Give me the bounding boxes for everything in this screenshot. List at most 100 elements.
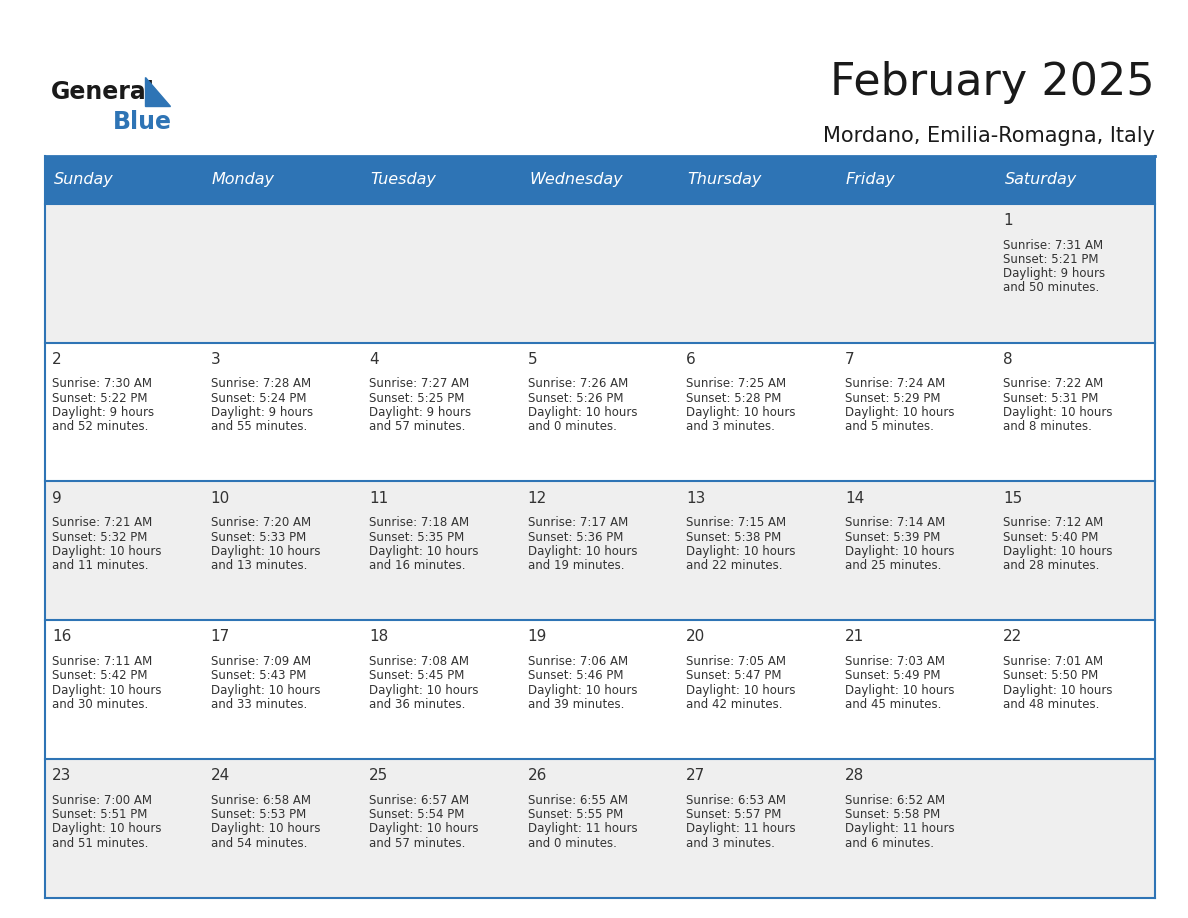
Text: and 0 minutes.: and 0 minutes. <box>527 420 617 433</box>
Text: Wednesday: Wednesday <box>529 173 623 187</box>
Text: and 0 minutes.: and 0 minutes. <box>527 836 617 849</box>
Text: Sunset: 5:22 PM: Sunset: 5:22 PM <box>52 392 147 405</box>
Text: Sunrise: 7:28 AM: Sunrise: 7:28 AM <box>210 377 311 390</box>
Text: 24: 24 <box>210 768 230 783</box>
Text: Daylight: 10 hours: Daylight: 10 hours <box>1004 684 1113 697</box>
Text: Daylight: 10 hours: Daylight: 10 hours <box>687 544 796 558</box>
FancyBboxPatch shape <box>203 156 362 204</box>
Text: Daylight: 11 hours: Daylight: 11 hours <box>527 823 638 835</box>
Text: Sunrise: 7:26 AM: Sunrise: 7:26 AM <box>527 377 628 390</box>
Text: and 48 minutes.: and 48 minutes. <box>1004 698 1100 711</box>
Text: Sunrise: 7:09 AM: Sunrise: 7:09 AM <box>210 655 311 668</box>
Text: Monday: Monday <box>211 173 274 187</box>
Text: and 13 minutes.: and 13 minutes. <box>210 559 308 572</box>
FancyBboxPatch shape <box>997 156 1155 204</box>
Text: Sunset: 5:32 PM: Sunset: 5:32 PM <box>52 531 147 543</box>
Text: General: General <box>51 80 154 104</box>
Text: Sunset: 5:46 PM: Sunset: 5:46 PM <box>527 669 624 682</box>
Text: 12: 12 <box>527 490 546 506</box>
Text: Sunset: 5:47 PM: Sunset: 5:47 PM <box>687 669 782 682</box>
Text: Sunrise: 7:27 AM: Sunrise: 7:27 AM <box>369 377 469 390</box>
Text: Daylight: 10 hours: Daylight: 10 hours <box>52 544 162 558</box>
FancyBboxPatch shape <box>680 156 838 204</box>
Text: February 2025: February 2025 <box>830 62 1155 104</box>
Text: Daylight: 10 hours: Daylight: 10 hours <box>52 684 162 697</box>
Text: Sunset: 5:54 PM: Sunset: 5:54 PM <box>369 808 465 821</box>
Text: 23: 23 <box>52 768 71 783</box>
Text: Daylight: 10 hours: Daylight: 10 hours <box>1004 544 1113 558</box>
Text: and 3 minutes.: and 3 minutes. <box>687 420 776 433</box>
Text: Sunrise: 7:11 AM: Sunrise: 7:11 AM <box>52 655 152 668</box>
Text: Sunset: 5:29 PM: Sunset: 5:29 PM <box>845 392 941 405</box>
Text: and 30 minutes.: and 30 minutes. <box>52 698 148 711</box>
Text: and 11 minutes.: and 11 minutes. <box>52 559 148 572</box>
Text: Sunrise: 7:00 AM: Sunrise: 7:00 AM <box>52 794 152 807</box>
Text: 14: 14 <box>845 490 864 506</box>
Text: and 52 minutes.: and 52 minutes. <box>52 420 148 433</box>
FancyBboxPatch shape <box>45 156 203 204</box>
Text: 25: 25 <box>369 768 388 783</box>
Text: Sunset: 5:53 PM: Sunset: 5:53 PM <box>210 808 307 821</box>
Text: and 57 minutes.: and 57 minutes. <box>369 836 466 849</box>
Text: Sunrise: 7:06 AM: Sunrise: 7:06 AM <box>527 655 628 668</box>
Text: Sunrise: 6:57 AM: Sunrise: 6:57 AM <box>369 794 469 807</box>
Text: Daylight: 10 hours: Daylight: 10 hours <box>210 684 321 697</box>
Text: Sunrise: 7:12 AM: Sunrise: 7:12 AM <box>1004 516 1104 530</box>
Text: Sunrise: 6:55 AM: Sunrise: 6:55 AM <box>527 794 627 807</box>
Text: and 39 minutes.: and 39 minutes. <box>527 698 624 711</box>
Text: Sunset: 5:57 PM: Sunset: 5:57 PM <box>687 808 782 821</box>
Text: Sunrise: 6:52 AM: Sunrise: 6:52 AM <box>845 794 944 807</box>
Text: and 54 minutes.: and 54 minutes. <box>210 836 308 849</box>
Text: and 16 minutes.: and 16 minutes. <box>369 559 466 572</box>
Text: Daylight: 10 hours: Daylight: 10 hours <box>369 823 479 835</box>
Text: and 19 minutes.: and 19 minutes. <box>527 559 625 572</box>
Text: Sunrise: 7:01 AM: Sunrise: 7:01 AM <box>1004 655 1104 668</box>
Text: Daylight: 10 hours: Daylight: 10 hours <box>687 684 796 697</box>
Text: Daylight: 9 hours: Daylight: 9 hours <box>369 406 472 419</box>
Text: Daylight: 9 hours: Daylight: 9 hours <box>210 406 312 419</box>
Text: 8: 8 <box>1004 352 1013 367</box>
Text: Sunset: 5:24 PM: Sunset: 5:24 PM <box>210 392 307 405</box>
Text: and 3 minutes.: and 3 minutes. <box>687 836 776 849</box>
Text: and 28 minutes.: and 28 minutes. <box>1004 559 1100 572</box>
Text: Friday: Friday <box>846 173 896 187</box>
Text: Sunrise: 7:25 AM: Sunrise: 7:25 AM <box>687 377 786 390</box>
Text: 22: 22 <box>1004 630 1023 644</box>
Text: 18: 18 <box>369 630 388 644</box>
Text: Sunrise: 7:20 AM: Sunrise: 7:20 AM <box>210 516 311 530</box>
Text: Daylight: 10 hours: Daylight: 10 hours <box>845 544 954 558</box>
Text: Sunset: 5:33 PM: Sunset: 5:33 PM <box>210 531 307 543</box>
Text: Daylight: 10 hours: Daylight: 10 hours <box>527 544 637 558</box>
FancyBboxPatch shape <box>45 759 1155 898</box>
Text: Sunrise: 7:05 AM: Sunrise: 7:05 AM <box>687 655 786 668</box>
Text: and 45 minutes.: and 45 minutes. <box>845 698 941 711</box>
Text: 19: 19 <box>527 630 548 644</box>
Text: 20: 20 <box>687 630 706 644</box>
Text: 2: 2 <box>52 352 62 367</box>
Text: Daylight: 10 hours: Daylight: 10 hours <box>845 684 954 697</box>
Text: Blue: Blue <box>113 110 172 134</box>
Text: 13: 13 <box>687 490 706 506</box>
Text: 10: 10 <box>210 490 230 506</box>
Text: Daylight: 10 hours: Daylight: 10 hours <box>527 406 637 419</box>
Text: and 6 minutes.: and 6 minutes. <box>845 836 934 849</box>
Text: Sunset: 5:51 PM: Sunset: 5:51 PM <box>52 808 147 821</box>
Text: 1: 1 <box>1004 213 1013 228</box>
FancyBboxPatch shape <box>45 342 1155 481</box>
Text: Daylight: 10 hours: Daylight: 10 hours <box>687 406 796 419</box>
Text: Sunrise: 7:18 AM: Sunrise: 7:18 AM <box>369 516 469 530</box>
Text: Sunset: 5:35 PM: Sunset: 5:35 PM <box>369 531 465 543</box>
Text: Daylight: 10 hours: Daylight: 10 hours <box>369 544 479 558</box>
Text: Sunrise: 7:21 AM: Sunrise: 7:21 AM <box>52 516 152 530</box>
Text: Daylight: 11 hours: Daylight: 11 hours <box>845 823 954 835</box>
Text: Sunrise: 7:15 AM: Sunrise: 7:15 AM <box>687 516 786 530</box>
Text: and 36 minutes.: and 36 minutes. <box>369 698 466 711</box>
Text: 11: 11 <box>369 490 388 506</box>
Text: Daylight: 10 hours: Daylight: 10 hours <box>845 406 954 419</box>
FancyBboxPatch shape <box>45 204 1155 342</box>
Text: and 5 minutes.: and 5 minutes. <box>845 420 934 433</box>
FancyBboxPatch shape <box>362 156 520 204</box>
Text: 6: 6 <box>687 352 696 367</box>
Text: Sunset: 5:42 PM: Sunset: 5:42 PM <box>52 669 147 682</box>
Text: Daylight: 10 hours: Daylight: 10 hours <box>210 544 321 558</box>
